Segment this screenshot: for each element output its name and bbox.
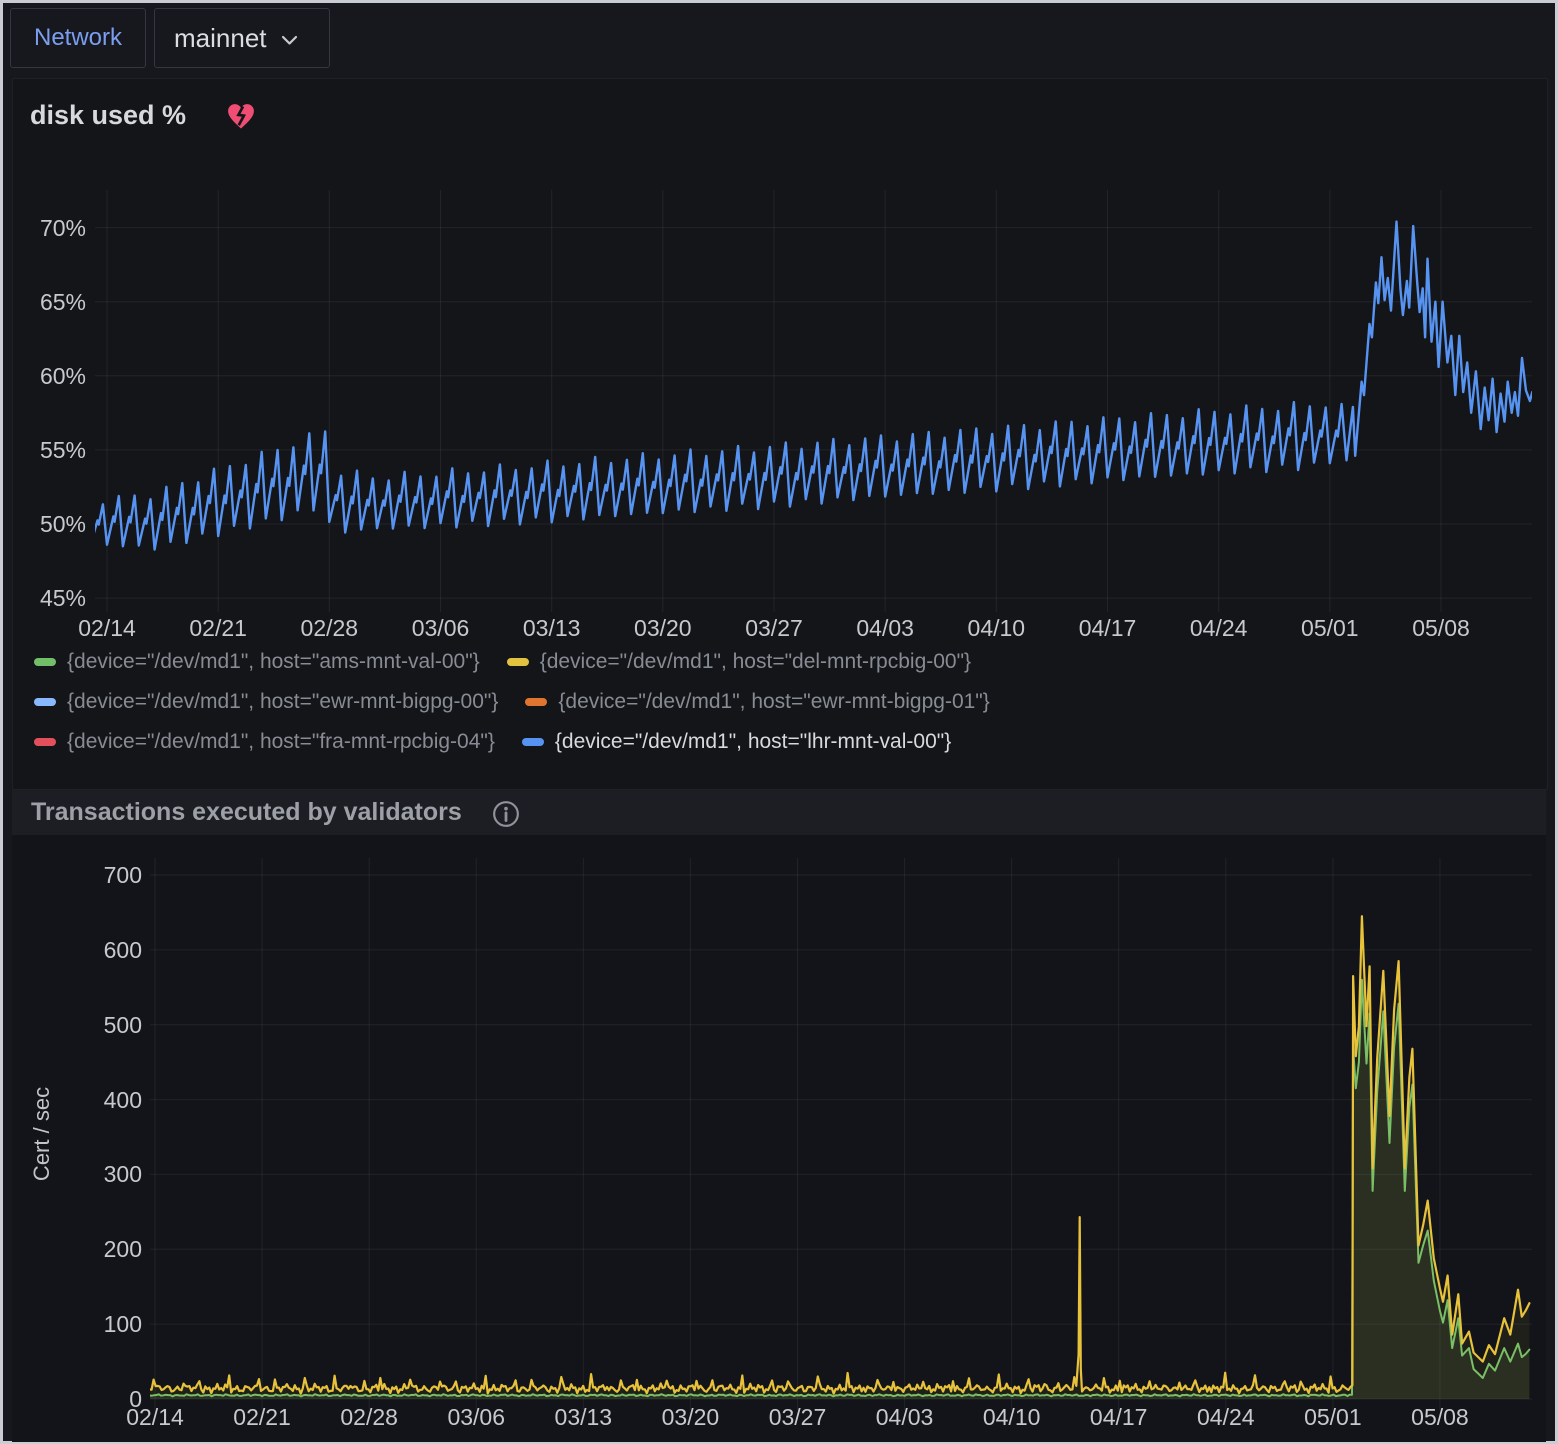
grafana-dashboard: Network mainnet disk used % 45% 50% 55% 60%… bbox=[0, 0, 1558, 1444]
y-axis-tick: 200 bbox=[0, 1236, 142, 1262]
x-axis-tick: 05/08 bbox=[1411, 1404, 1469, 1431]
x-axis-tick: 03/20 bbox=[634, 615, 692, 642]
legend-series-color-swatch bbox=[522, 738, 544, 746]
x-axis-tick: 04/10 bbox=[983, 1404, 1041, 1431]
legend-item[interactable]: {device="/dev/md1", host="lhr-mnt-val-00… bbox=[522, 730, 951, 754]
y-axis-tick: 100 bbox=[0, 1311, 142, 1337]
x-axis-tick: 04/03 bbox=[876, 1404, 934, 1431]
y-axis-tick: 50% bbox=[0, 511, 86, 537]
disk-chart-x-axis: 02/1402/2102/2803/0603/1303/2003/2704/03… bbox=[95, 615, 1532, 647]
disk-chart-y-axis: 45% 50% 55% 60% 65% 70% bbox=[0, 190, 86, 612]
variable-dropdown-mainnet[interactable]: mainnet bbox=[154, 8, 330, 68]
x-axis-tick: 03/13 bbox=[555, 1404, 613, 1431]
info-icon[interactable] bbox=[492, 800, 520, 828]
y-axis-tick: 70% bbox=[0, 215, 86, 241]
x-axis-tick: 02/28 bbox=[301, 615, 359, 642]
variable-label-text: Network bbox=[34, 24, 122, 52]
x-axis-tick: 04/24 bbox=[1197, 1404, 1255, 1431]
alert-broken-heart-icon bbox=[227, 103, 255, 130]
legend-item-label: {device="/dev/md1", host="ewr-mnt-bigpg-… bbox=[558, 690, 989, 714]
x-axis-tick: 02/21 bbox=[233, 1404, 291, 1431]
y-axis-tick: 0 bbox=[0, 1386, 142, 1412]
x-axis-tick: 02/21 bbox=[189, 615, 247, 642]
x-axis-tick: 04/24 bbox=[1190, 615, 1248, 642]
x-axis-tick: 03/20 bbox=[662, 1404, 720, 1431]
legend-row: {device="/dev/md1", host="ewr-mnt-bigpg-… bbox=[34, 690, 990, 714]
x-axis-tick: 04/10 bbox=[968, 615, 1026, 642]
x-axis-tick: 05/01 bbox=[1301, 615, 1359, 642]
disk-used-chart[interactable] bbox=[95, 190, 1532, 612]
x-axis-tick: 04/17 bbox=[1090, 1404, 1148, 1431]
x-axis-tick: 02/28 bbox=[340, 1404, 398, 1431]
legend-item-label: {device="/dev/md1", host="del-mnt-rpcbig… bbox=[540, 650, 971, 674]
legend-series-color-swatch bbox=[34, 658, 56, 666]
legend: {device="/dev/md1", host="ams-mnt-val-00… bbox=[34, 650, 990, 754]
legend-series-color-swatch bbox=[525, 698, 547, 706]
x-axis-tick: 03/06 bbox=[412, 615, 470, 642]
tx-chart-y-axis: 0 100 200 300 400 500 600 700 bbox=[0, 858, 142, 1410]
y-axis-tick: 300 bbox=[0, 1161, 142, 1187]
legend-item[interactable]: {device="/dev/md1", host="ams-mnt-val-00… bbox=[34, 650, 480, 674]
variable-value-text: mainnet bbox=[174, 23, 267, 54]
legend-item[interactable]: {device="/dev/md1", host="del-mnt-rpcbig… bbox=[507, 650, 971, 674]
x-axis-tick: 03/13 bbox=[523, 615, 581, 642]
x-axis-tick: 02/14 bbox=[126, 1404, 184, 1431]
y-axis-tick: 65% bbox=[0, 289, 86, 315]
legend-item[interactable]: {device="/dev/md1", host="ewr-mnt-bigpg-… bbox=[525, 690, 989, 714]
legend-series-color-swatch bbox=[507, 658, 529, 666]
x-axis-tick: 03/06 bbox=[447, 1404, 505, 1431]
y-axis-tick: 400 bbox=[0, 1087, 142, 1113]
x-axis-tick: 05/01 bbox=[1304, 1404, 1362, 1431]
y-axis-tick: 55% bbox=[0, 437, 86, 463]
x-axis-tick: 02/14 bbox=[78, 615, 136, 642]
legend-row: {device="/dev/md1", host="fra-mnt-rpcbig… bbox=[34, 730, 990, 754]
legend-item-label: {device="/dev/md1", host="ams-mnt-val-00… bbox=[67, 650, 480, 674]
x-axis-tick: 05/08 bbox=[1412, 615, 1470, 642]
x-axis-tick: 04/03 bbox=[856, 615, 914, 642]
legend-series-color-swatch bbox=[34, 738, 56, 746]
legend-item-label: {device="/dev/md1", host="ewr-mnt-bigpg-… bbox=[67, 690, 498, 714]
y-axis-tick: 700 bbox=[0, 862, 142, 888]
x-axis-tick: 04/17 bbox=[1079, 615, 1137, 642]
legend-item[interactable]: {device="/dev/md1", host="ewr-mnt-bigpg-… bbox=[34, 690, 498, 714]
legend-row: {device="/dev/md1", host="ams-mnt-val-00… bbox=[34, 650, 990, 674]
y-axis-tick: 600 bbox=[0, 937, 142, 963]
legend-item-label: {device="/dev/md1", host="lhr-mnt-val-00… bbox=[555, 730, 951, 754]
transactions-chart[interactable] bbox=[150, 858, 1532, 1410]
panel-title-transactions: Transactions executed by validators bbox=[31, 798, 462, 827]
y-axis-tick: 500 bbox=[0, 1012, 142, 1038]
y-axis-tick: 60% bbox=[0, 363, 86, 389]
x-axis-tick: 03/27 bbox=[769, 1404, 827, 1431]
panel-title-disk-used[interactable]: disk used % bbox=[30, 100, 186, 131]
panel-header-transactions[interactable]: Transactions executed by validators bbox=[12, 790, 1546, 835]
legend-item-label: {device="/dev/md1", host="fra-mnt-rpcbig… bbox=[67, 730, 495, 754]
legend-series-color-swatch bbox=[34, 698, 56, 706]
legend-item[interactable]: {device="/dev/md1", host="fra-mnt-rpcbig… bbox=[34, 730, 495, 754]
x-axis-tick: 03/27 bbox=[745, 615, 803, 642]
tx-chart-x-axis: 02/1402/2102/2803/0603/1303/2003/2704/03… bbox=[150, 1404, 1532, 1438]
chevron-down-icon bbox=[281, 35, 298, 46]
y-axis-tick: 45% bbox=[0, 585, 86, 611]
variable-label-network[interactable]: Network bbox=[10, 8, 146, 68]
